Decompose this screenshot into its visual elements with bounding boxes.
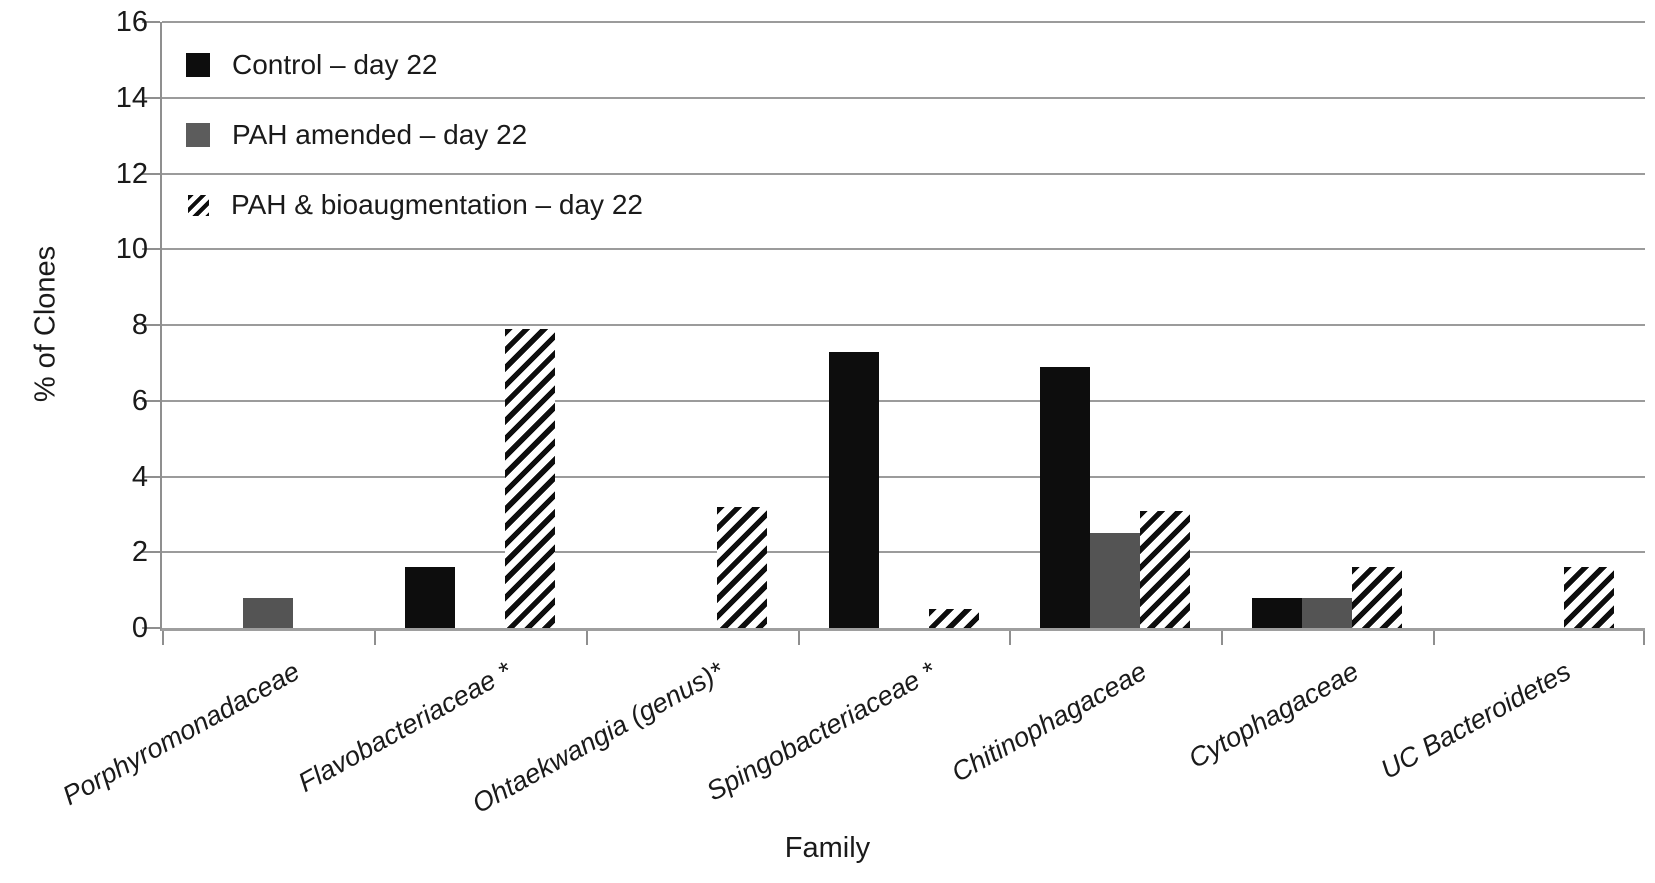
bar-series2-chitinophagaceae — [1090, 533, 1141, 628]
bar-series2-porphyromonadaceae — [242, 597, 293, 628]
x-axis-tick — [797, 631, 800, 645]
x-axis-tick — [1433, 631, 1436, 645]
legend-label: Control – day 22 — [232, 49, 438, 80]
legend-item-pah-bioaugmentation: PAH & bioaugmentation – day 22 — [186, 189, 643, 220]
bar-series3-chitinophagaceae — [1140, 510, 1191, 628]
y-axis-tick-label: 14 — [115, 81, 148, 114]
x-axis-tick — [585, 631, 588, 645]
gridline — [162, 551, 1645, 554]
y-axis-tick — [142, 399, 160, 402]
legend-item-control: Control – day 22 — [186, 49, 643, 80]
legend-item-pah-amended: PAH amended – day 22 — [186, 119, 643, 150]
x-axis-tick — [1221, 631, 1224, 645]
y-axis-tick-label: 2 — [131, 536, 148, 569]
y-axis-tick-label: 0 — [131, 612, 148, 644]
legend: Control – day 22 PAH amended – day 22 PA… — [186, 49, 643, 260]
y-axis-title: % of Clones — [29, 245, 62, 403]
x-axis-tick — [373, 631, 376, 645]
y-axis-tick-label: 16 — [115, 6, 148, 38]
bar-series1-chitinophagaceae — [1040, 366, 1091, 628]
y-axis-tick — [142, 627, 160, 629]
y-axis-tick — [142, 172, 160, 175]
y-axis-tick — [142, 475, 160, 478]
bar-series3-cytophagaceae — [1352, 567, 1403, 628]
y-axis-tick — [142, 21, 160, 23]
bar-series3-flavobacteriaceae- — [504, 328, 555, 628]
gridline — [162, 324, 1645, 326]
bar-series3-uc-bacteroidetes — [1564, 567, 1615, 628]
plot-area — [142, 21, 1645, 645]
y-axis-tick — [142, 324, 160, 326]
legend-swatch-gray-icon — [186, 123, 210, 147]
y-axis-tick — [142, 96, 160, 99]
x-axis-tick — [1009, 631, 1012, 645]
gridline — [162, 475, 1645, 478]
bar-series1-cytophagaceae — [1252, 597, 1303, 628]
gridline — [162, 399, 1645, 402]
y-axis-tick-label: 12 — [115, 157, 148, 190]
x-axis-tick — [1643, 631, 1645, 645]
bar-series3-spingobacteriaceae- — [928, 609, 979, 628]
bar-series1-spingobacteriaceae- — [828, 351, 879, 628]
y-axis-tick-label: 10 — [115, 233, 148, 266]
legend-label: PAH & bioaugmentation – day 22 — [231, 189, 643, 220]
y-axis-tick-label: 8 — [131, 309, 148, 341]
y-axis-tick-label: 6 — [131, 384, 148, 417]
bar-series1-flavobacteriaceae- — [404, 567, 455, 628]
gridline — [162, 248, 1645, 251]
y-axis-tick — [142, 248, 160, 251]
gridline — [162, 96, 1645, 99]
bar-series3-ohtaekwangia-genus- — [716, 506, 767, 628]
gridline — [162, 172, 1645, 175]
legend-label: PAH amended – day 22 — [232, 119, 528, 150]
x-axis-title: Family — [784, 832, 871, 864]
gridline — [162, 21, 1645, 23]
legend-swatch-black-icon — [186, 53, 210, 77]
x-axis-tick — [162, 631, 164, 645]
legend-swatch-hatched-icon — [188, 194, 209, 216]
y-axis-tick-label: 4 — [131, 460, 148, 493]
y-axis-tick — [142, 551, 160, 554]
bar-series2-cytophagaceae — [1302, 597, 1353, 628]
